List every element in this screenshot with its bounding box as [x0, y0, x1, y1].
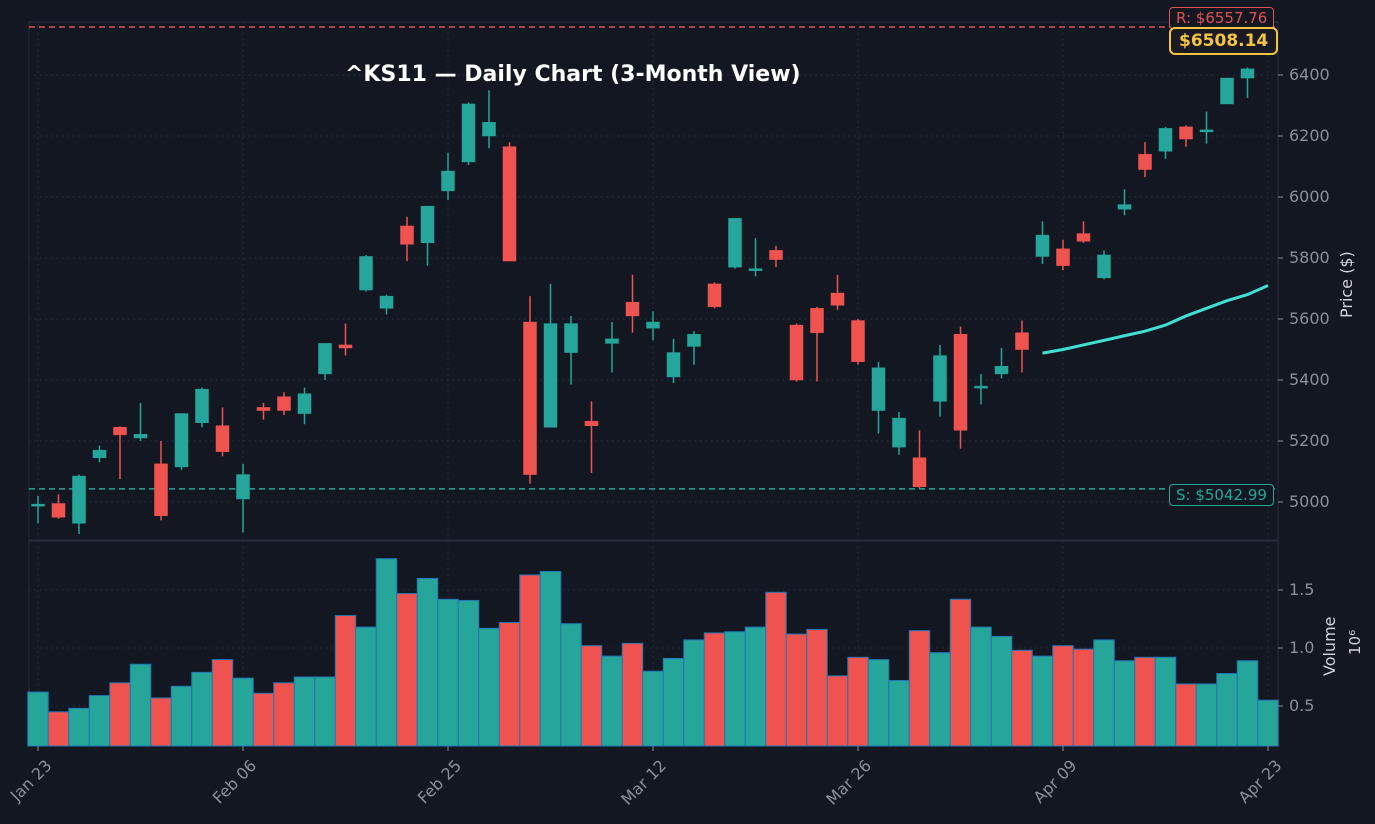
price-tick-label: 6400: [1289, 65, 1330, 84]
price-tick-label: 5200: [1289, 431, 1330, 450]
price-grid: [29, 22, 1278, 540]
panel-frames: [28, 21, 1279, 747]
volume-tick-label: 0.5: [1289, 696, 1315, 715]
price-axis-label: Price ($): [1337, 251, 1356, 318]
volume-axis-label: Volume: [1320, 616, 1339, 676]
resistance-badge: R: $6557.76: [1169, 7, 1275, 29]
axis-ticks: [37, 74, 1283, 751]
price-tick-label: 5400: [1289, 370, 1330, 389]
price-tick-label: 5800: [1289, 248, 1330, 267]
reference-lines: [29, 26, 1278, 490]
volume-multiplier: 10⁶: [1346, 629, 1364, 655]
chart-title: ^KS11 — Daily Chart (3-Month View): [345, 62, 801, 87]
volume-bars: [27, 558, 1279, 747]
volume-tick-label: 1.0: [1289, 638, 1315, 657]
price-tick-label: 5000: [1289, 492, 1330, 511]
price-tick-label: 6200: [1289, 126, 1330, 145]
support-badge: S: $5042.99: [1169, 484, 1274, 506]
candlestick-series: [31, 41, 1275, 535]
price-tick-label: 5600: [1289, 309, 1330, 328]
price-tick-label: 6000: [1289, 187, 1330, 206]
moving-average-line: [1042, 284, 1269, 355]
volume-tick-label: 1.5: [1289, 580, 1315, 599]
last-price-badge: $6508.14: [1169, 27, 1279, 55]
